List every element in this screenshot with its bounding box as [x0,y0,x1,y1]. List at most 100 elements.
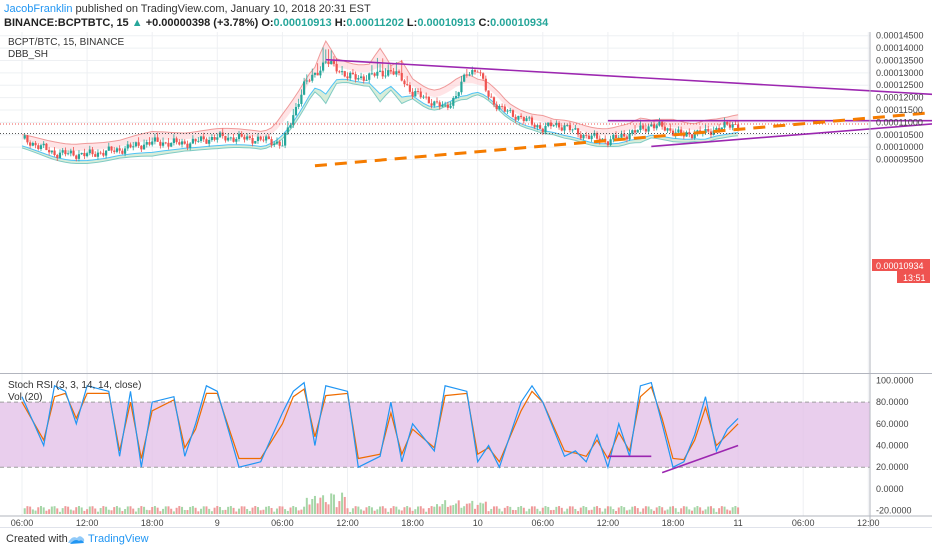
candle-body [34,142,37,146]
candle-body [693,133,696,139]
volume-bar [737,507,740,514]
candle-body [492,97,496,105]
volume-bar [368,506,371,514]
stoch-d-line [21,385,739,463]
candle-body [104,150,108,156]
volume-bar [45,510,48,514]
candle-body [77,154,81,159]
candle-body [435,101,439,103]
candle-body [107,146,110,151]
author-link[interactable]: JacobFranklin [4,3,73,15]
volume-bar [384,508,387,514]
price-tick-label: 0.00009500 [876,155,924,165]
volume-bar [370,507,373,514]
candle-body [321,62,325,71]
volume-bar [313,495,316,514]
volume-bar [449,505,452,514]
candle-body [650,124,653,127]
candle-body [593,133,596,136]
candle-body [316,72,319,76]
volume-bar [294,507,297,514]
volume-bar [544,506,547,514]
volume-bar [492,506,495,514]
volume-bar [596,506,599,514]
candle-body [216,137,219,140]
volume-bar [205,506,208,514]
volume-bar [615,510,618,514]
candle-body [137,142,140,146]
candle-body [343,71,346,77]
candle-body [134,142,138,147]
time-tick-label: 10 [473,518,483,527]
volume-bar [153,506,156,514]
candle-body [113,150,116,152]
candle-body [465,74,468,76]
volume-bar [227,506,230,514]
candle-body [273,143,276,146]
volume-bar [479,502,482,514]
low-value: 0.00010913 [417,17,476,29]
volume-bar [351,508,354,514]
time-tick-label: 06:00 [271,518,294,527]
tradingview-brand[interactable]: TradingView [88,533,149,545]
volume-bar [387,511,390,514]
volume-bar [224,509,227,514]
volume-bar [235,511,238,514]
volume-bar [392,506,395,514]
volume-bar [441,504,444,514]
volume-bar [221,510,224,514]
volume-bar [210,511,213,514]
volume-bar [243,506,246,514]
volume-bar [381,506,384,514]
volume-bar [34,510,37,514]
candle-body [419,91,422,98]
candle-body [338,71,341,73]
oscillator-pane [0,381,870,474]
candle-body [243,136,246,140]
countdown-value: 13:51 [903,273,926,283]
candle-body [29,142,32,146]
volume-bar [422,508,425,514]
candle-body [690,134,694,139]
published-text: published on TradingView.com, January 10… [75,3,371,15]
volume-bar [419,506,422,514]
volume-bar [628,509,631,514]
volume-bar [555,506,558,514]
candle-body [411,91,414,97]
volume-bar [728,510,731,514]
candle-body [156,137,159,142]
candle-body [517,115,520,120]
candle-body [568,125,572,131]
volume-bar [536,508,539,514]
volume-bars [23,492,740,514]
time-tick-label: 18:00 [401,518,424,527]
volume-bar [376,509,379,514]
candle-body [194,138,197,142]
volume-bar [183,509,186,514]
volume-bar [278,506,281,514]
candle-body [313,72,317,75]
volume-bar [270,507,273,514]
main-legend-indicator: DBB_SH [8,49,48,60]
volume-bar [547,506,550,514]
candle-body [94,154,97,157]
volume-bar [476,504,479,514]
volume-bar [552,509,555,514]
volume-bar [487,511,490,514]
volume-bar [69,509,72,514]
candle-body [324,61,327,63]
candle-body [606,141,609,146]
candle-body [647,126,650,132]
candle-body [148,142,151,145]
candle-body [91,149,94,155]
price-chart[interactable]: 0.00014500 0.00014000 0.00013500 0.00013000… [0,32,932,527]
candle-body [680,129,683,135]
volume-bar [568,506,571,514]
volume-bar [151,507,154,514]
candle-body [737,124,740,129]
candle-body [294,106,298,116]
candle-body [479,72,482,74]
candle-body [202,136,205,140]
osc-legend: Stoch RSI (3, 3, 14, 14, close) [8,380,141,391]
volume-bar [194,507,197,514]
